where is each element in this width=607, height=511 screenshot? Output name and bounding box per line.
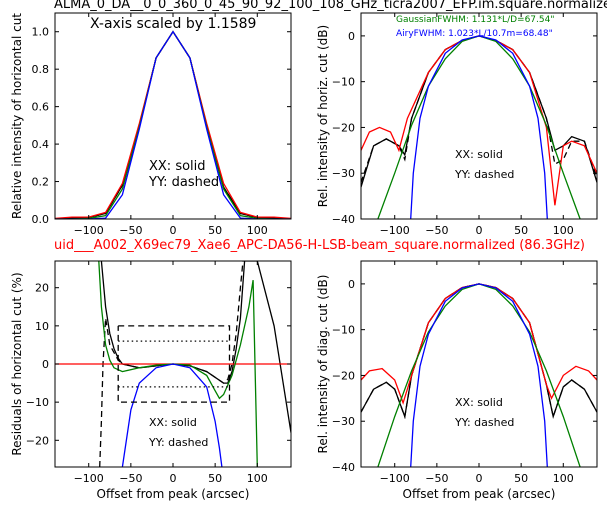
figure-title: ALMA_0_DA__0_0_360_0_45_90_92_100_108_GH… bbox=[54, 0, 607, 12]
horizontal-cut-db-frame bbox=[360, 12, 598, 220]
horizontal-cut-db-ytick-label: −10 bbox=[332, 76, 355, 89]
diagonal-cut-db-ytick-label: −10 bbox=[332, 324, 355, 337]
diagonal-cut-db-xtick-label: −50 bbox=[425, 472, 448, 485]
airy-fwhm-note: AiryFWHM: 1.023*L/10.7m=68.48" bbox=[396, 29, 553, 39]
horizontal-cut-series-3-line bbox=[55, 30, 291, 219]
diagonal-cut-db-ytick-label: 0 bbox=[348, 278, 355, 291]
horizontal-residuals-ytick-label: 20 bbox=[35, 282, 49, 295]
horizontal-residuals-series-3-line bbox=[98, 261, 258, 467]
horizontal-cut-ytick-label: 0.8 bbox=[32, 63, 50, 76]
horizontal-cut-db-ytick-label: −30 bbox=[332, 167, 355, 180]
horizontal-cut-axes: −100 −50 0 50 100 0.0 0.2 0.4 0.6 0.8 1.0 Relative … bbox=[10, 12, 292, 237]
diagonal-cut-db-ylabel: Rel. intensity of diag. cut (dB) bbox=[316, 275, 330, 454]
horizontal-residuals-xtick-label: 0 bbox=[170, 472, 177, 485]
horizontal-cut-ytick-label: 0.0 bbox=[32, 213, 50, 226]
horizontal-cut-ytick-label: 0.4 bbox=[32, 138, 50, 151]
horizontal-residuals-ytick-label: 0 bbox=[42, 358, 49, 371]
horizontal-residuals-ytick-label: 10 bbox=[35, 320, 49, 333]
diagonal-db-yy-note: YY: dashed bbox=[455, 416, 515, 429]
horizontal-cut-db-series-4-line bbox=[410, 35, 548, 219]
horizontal-cut-db-series-0-line bbox=[361, 35, 597, 188]
horizontal-residuals-ytick-label: −20 bbox=[26, 434, 49, 447]
diagonal-cut-db-ytick-label: −40 bbox=[332, 461, 355, 474]
residuals-xx-note: XX: solid bbox=[149, 416, 197, 429]
horizontal-cut-ytick-label: 0.6 bbox=[32, 101, 50, 114]
horizontal-cut-ytick-label: 1.0 bbox=[32, 26, 50, 39]
horizontal-cut-plot-area bbox=[55, 30, 291, 219]
horizontal-cut-yy-note: YY: dashed bbox=[149, 175, 220, 190]
horizontal-cut-db-xtick-label: 0 bbox=[476, 224, 483, 237]
horizontal-residuals-xtick-label: −50 bbox=[119, 472, 142, 485]
horizontal-cut-scale-note: X-axis scaled by 1.1589 bbox=[90, 16, 257, 32]
horizontal-cut-xx-note: XX: solid bbox=[149, 159, 206, 174]
cut-subtitle: uid___A002_X69ec79_Xae6_APC-DA56-H-LSB-b… bbox=[54, 238, 585, 253]
horizontal-residuals-ytick-label: −10 bbox=[26, 396, 49, 409]
horizontal-cut-db-ytick-label: −40 bbox=[332, 213, 355, 226]
horizontal-cut-xtick-label: 100 bbox=[247, 224, 268, 237]
gaussian-fwhm-note: GaussianFWHM: 1.131*L/D=67.54" bbox=[396, 15, 555, 25]
horizontal-residuals-series-7-line bbox=[117, 325, 231, 403]
horizontal-cut-db-xtick-label: 50 bbox=[514, 224, 528, 237]
horizontal-cut-db-xtick-label: 100 bbox=[553, 224, 574, 237]
diagonal-cut-db-ytick-label: −30 bbox=[332, 415, 355, 428]
diagonal-cut-db-xtick-label: 0 bbox=[476, 472, 483, 485]
diagonal-cut-db-xlabel: Offset from peak (arcsec) bbox=[403, 487, 556, 501]
horizontal-cut-db-plot-area bbox=[361, 35, 597, 219]
diagonal-db-xx-note: XX: solid bbox=[455, 396, 503, 409]
residuals-yy-note: YY: dashed bbox=[149, 436, 209, 449]
horizontal-cut-db-ylabel: Rel. intensity of horiz. cut (dB) bbox=[316, 25, 330, 207]
horizontal-cut-db-ytick-label: −20 bbox=[332, 121, 355, 134]
horizontal-residuals-xtick-label: −100 bbox=[74, 472, 104, 485]
horizontal-cut-db-xtick-label: −50 bbox=[425, 224, 448, 237]
diagonal-cut-db-series-2-line bbox=[361, 283, 597, 405]
horizontal-cut-series-2-line bbox=[55, 30, 291, 219]
horizontal-cut-xtick-label: 0 bbox=[170, 224, 177, 237]
diagonal-cut-db-xtick-label: −100 bbox=[380, 472, 410, 485]
horizontal-cut-xtick-label: −50 bbox=[119, 224, 142, 237]
horizontal-cut-series-4-line bbox=[55, 30, 291, 219]
horizontal-residuals-series-0-line bbox=[100, 261, 291, 433]
diagonal-cut-db-plot-area bbox=[361, 283, 597, 467]
horizontal-residuals-xtick-label: 100 bbox=[247, 472, 268, 485]
horizontal-cut-db-ytick-label: 0 bbox=[348, 30, 355, 43]
horizontal-residuals-ylabel: Residuals of horizontal cut (%) bbox=[10, 272, 24, 455]
horizontal-cut-xtick-label: 50 bbox=[208, 224, 222, 237]
horizontal-cut-ytick-label: 0.2 bbox=[32, 176, 50, 189]
horizontal-cut-ylabel: Relative intensity of horizontal cut bbox=[10, 13, 24, 219]
diagonal-cut-db-xtick-label: 100 bbox=[553, 472, 574, 485]
diagonal-cut-db-xtick-label: 50 bbox=[514, 472, 528, 485]
diagonal-cut-db-series-4-line bbox=[410, 283, 548, 467]
horizontal-cut-db-xtick-label: −100 bbox=[380, 224, 410, 237]
horizontal-db-yy-note: YY: dashed bbox=[455, 168, 515, 181]
horizontal-cut-xtick-label: −100 bbox=[74, 224, 104, 237]
horizontal-residuals-xlabel: Offset from peak (arcsec) bbox=[97, 487, 250, 501]
horizontal-db-xx-note: XX: solid bbox=[455, 148, 503, 161]
horizontal-cut-series-0-line bbox=[55, 30, 291, 219]
horizontal-residuals-plot-area bbox=[55, 261, 291, 467]
diagonal-cut-db-frame bbox=[360, 260, 598, 468]
horizontal-residuals-xtick-label: 50 bbox=[208, 472, 222, 485]
horizontal-cut-series-1-line bbox=[55, 30, 291, 219]
diagonal-cut-db-ytick-label: −20 bbox=[332, 369, 355, 382]
horizontal-residuals-series-4-line bbox=[121, 363, 223, 467]
